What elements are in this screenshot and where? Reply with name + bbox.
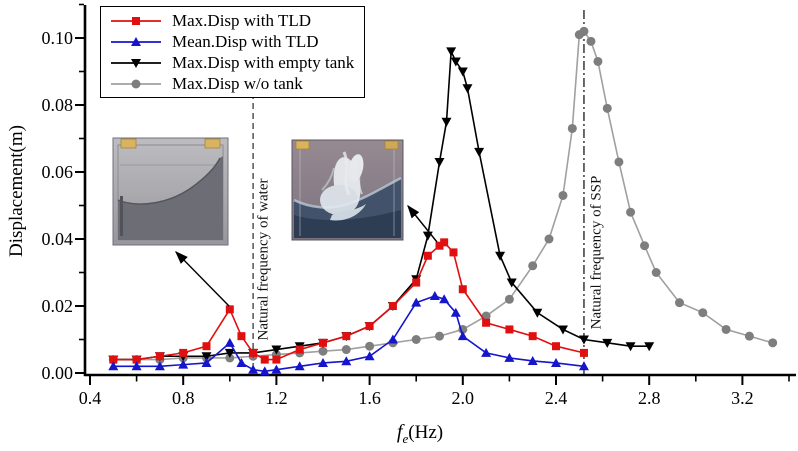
annotation-arrows xyxy=(175,204,438,307)
reference-lines-layer xyxy=(252,10,585,374)
legend-item-label: Mean.Disp with TLD xyxy=(172,32,319,51)
x-axis-title-unit: (Hz) xyxy=(408,422,444,443)
tank-clamp-icon xyxy=(384,140,399,150)
legend-marker-triangle-down-icon xyxy=(111,58,161,68)
natural-frequency-of-water-label: Natural frequency of water xyxy=(255,178,272,341)
tank-photo-calm-water-inset xyxy=(112,137,229,246)
y-tick-label: 0.02 xyxy=(42,296,74,316)
legend-item-label: Max.Disp with empty tank xyxy=(172,53,355,72)
natural-frequency-of-ssp-label: Natural frequency of SSP xyxy=(588,175,605,330)
tank-photo-splashing-water-inset xyxy=(291,139,404,241)
y-tick-label: 0.10 xyxy=(42,28,74,48)
series-mean-disp-with-tld xyxy=(108,290,589,376)
legend-item: Max.Disp with TLD xyxy=(109,10,354,31)
x-axis-title-subscript: e xyxy=(402,430,409,446)
series-max-disp-with-tld xyxy=(109,238,588,364)
legend-item: Max.Disp with empty tank xyxy=(109,52,354,73)
y-tick-label: 0.04 xyxy=(42,229,74,249)
y-axis-title: Displacement(m) xyxy=(6,125,27,257)
y-tick-label: 0.06 xyxy=(42,162,74,182)
tank-clamp-icon xyxy=(295,140,310,150)
axis-layer: 0.4 0.8 1.2 1.6 2.0 2.4 2.8 3.2 0.00 0.02 0.04 0.06… xyxy=(42,3,796,408)
x-tick-label: 2.4 xyxy=(545,388,568,408)
legend-item: Max.Disp w/o tank xyxy=(109,73,354,94)
x-tick-label: 0.8 xyxy=(172,388,195,408)
arrow-to-calm-water-inset xyxy=(175,251,230,307)
x-axis-title-symbol: f xyxy=(396,421,403,443)
x-tick-label: 2.8 xyxy=(638,388,661,408)
legend-item-label: Max.Disp with TLD xyxy=(172,11,311,30)
arrow-to-splashing-water-inset xyxy=(407,204,438,243)
x-tick-label: 0.4 xyxy=(79,388,102,408)
legend-marker-circle-icon xyxy=(111,79,161,88)
legend-item-label: Max.Disp w/o tank xyxy=(172,74,303,93)
tank-clamp-icon xyxy=(120,138,137,149)
legend-marker-triangle-up-icon xyxy=(111,36,161,46)
legend-item: Mean.Disp with TLD xyxy=(109,31,354,52)
legend: Max.Disp with TLD Mean.Disp with TLD Max.D… xyxy=(100,6,366,98)
tank-clamp-icon xyxy=(204,138,221,149)
y-tick-label: 0.00 xyxy=(42,363,74,383)
legend-marker-square-icon xyxy=(111,16,161,25)
series-layer xyxy=(108,26,778,376)
x-tick-label: 1.2 xyxy=(265,388,288,408)
x-tick-label: 1.6 xyxy=(358,388,381,408)
y-tick-label: 0.08 xyxy=(42,95,74,115)
x-tick-label: 2.0 xyxy=(452,388,475,408)
x-axis-title: fe(Hz) xyxy=(397,421,443,447)
x-tick-label: 3.2 xyxy=(731,388,754,408)
